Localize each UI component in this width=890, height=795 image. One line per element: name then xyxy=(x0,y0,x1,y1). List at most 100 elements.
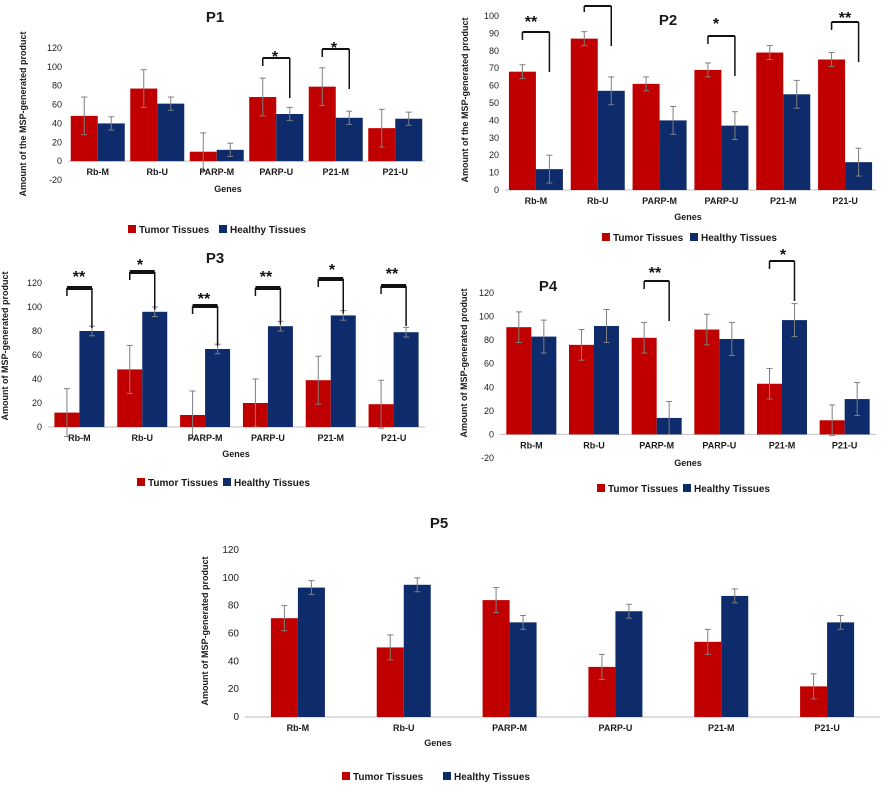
category-label: PARP-M xyxy=(199,167,234,177)
error-bar xyxy=(766,45,773,60)
legend: Tumor Tissues Healthy Tissues xyxy=(602,233,777,244)
bar-tumor-p21-u xyxy=(818,59,846,190)
bar-tumor-rb-m xyxy=(506,327,532,435)
y-tick-label: 0 xyxy=(37,422,42,432)
category-label: Rb-U xyxy=(587,196,609,206)
error-bar xyxy=(703,313,710,346)
significance-label: * xyxy=(137,257,144,274)
bar-tumor-rb-m xyxy=(508,71,536,190)
bar-healthy-rb-m xyxy=(297,587,325,717)
significance-label: * xyxy=(329,262,336,279)
significance-label: * xyxy=(713,16,720,33)
error-bar xyxy=(140,69,147,108)
error-bar xyxy=(540,319,547,354)
legend-label-tumor: Tumor Tissues xyxy=(139,225,210,236)
y-tick-label: 80 xyxy=(52,81,62,91)
significance-bracket xyxy=(191,304,219,346)
error-bar xyxy=(403,326,410,338)
category-label: P21-U xyxy=(381,433,407,443)
y-tick-label: 20 xyxy=(489,150,499,160)
error-bar xyxy=(793,79,800,109)
error-bar xyxy=(252,378,259,428)
significance-bracket xyxy=(380,284,407,326)
category-label: P21-U xyxy=(832,440,858,450)
chart-svg-p2: P2 0 10 20 30 40 50 60 70 80 90 100 Rb-M Rb-U PARP-M PA… xyxy=(460,5,876,244)
chart-title: P1 xyxy=(206,9,224,26)
y-tick-label: 100 xyxy=(222,573,239,584)
category-label: Rb-U xyxy=(147,167,169,177)
y-axis-title: Amount of MSP-generated product xyxy=(200,557,210,706)
error-bar xyxy=(515,311,522,343)
bar-healthy-rb-u xyxy=(597,90,625,190)
y-tick-label: 10 xyxy=(489,168,499,178)
error-bar xyxy=(855,147,862,177)
bar-healthy-p21-m xyxy=(335,117,363,162)
error-bar xyxy=(81,96,88,136)
y-tick-label: 40 xyxy=(484,382,494,392)
bar-healthy-parp-m xyxy=(205,349,231,427)
bar-healthy-parp-u xyxy=(276,114,304,162)
error-bar xyxy=(854,382,861,417)
category-label: PARP-U xyxy=(704,196,738,206)
bar-healthy-p21-u xyxy=(827,622,855,717)
y-tick-label: 0 xyxy=(233,712,239,723)
y-axis-title: Amount of the MSP-generated product xyxy=(18,32,28,197)
error-bar xyxy=(227,142,234,157)
y-tick-label: -20 xyxy=(49,175,62,185)
bar-healthy-p21-m xyxy=(330,315,356,427)
x-axis-title: Genes xyxy=(222,449,250,459)
legend: Tumor Tissues Healthy Tissues xyxy=(128,225,306,236)
significance-bracket xyxy=(66,286,93,328)
y-tick-label: 80 xyxy=(228,601,240,612)
error-bar xyxy=(791,303,798,338)
y-tick-label: 0 xyxy=(494,185,499,195)
bar-healthy-p21-u xyxy=(393,332,419,427)
y-tick-label: 20 xyxy=(484,406,494,416)
y-tick-label: 80 xyxy=(489,46,499,56)
category-label: Rb-M xyxy=(525,196,548,206)
category-label: P21-M xyxy=(322,167,349,177)
y-tick-label: 120 xyxy=(47,43,62,53)
error-bar xyxy=(670,105,677,135)
legend: Tumor Tissues Healthy Tissues xyxy=(137,478,310,489)
category-label: P21-U xyxy=(382,167,408,177)
y-tick-label: -20 xyxy=(481,453,494,463)
legend-swatch-tumor xyxy=(137,478,145,486)
chart-panel-p2: P2 0 10 20 30 40 50 60 70 80 90 100 Rb-M Rb-U PARP-M PA… xyxy=(445,0,890,250)
category-label: Rb-M xyxy=(68,433,91,443)
category-label: Rb-M xyxy=(87,167,110,177)
y-tick-label: 100 xyxy=(479,312,494,322)
bar-tumor-rb-u xyxy=(570,38,598,191)
error-bar xyxy=(519,64,526,80)
legend-swatch-tumor xyxy=(128,225,136,233)
error-bar xyxy=(378,379,385,429)
error-bar xyxy=(281,605,288,632)
legend-label-healthy: Healthy Tissues xyxy=(230,225,306,236)
bar-tumor-parp-m xyxy=(632,83,660,190)
y-tick-label: 40 xyxy=(32,374,42,384)
chart-title: P5 xyxy=(430,515,448,532)
significance-bracket xyxy=(830,21,860,62)
chart-svg-p4: P4 -20 0 20 40 60 80 100 120 Rb-M Rb-U PARP-M PARP-U… xyxy=(459,247,876,495)
y-tick-label: 120 xyxy=(27,278,42,288)
significance-label: ** xyxy=(525,14,538,31)
legend-swatch-tumor xyxy=(342,772,350,780)
error-bar xyxy=(603,309,610,343)
error-bar xyxy=(828,52,835,67)
legend-label-tumor: Tumor Tissues xyxy=(353,772,424,783)
y-tick-label: 0 xyxy=(57,156,62,166)
significance-bracket xyxy=(707,35,736,76)
y-tick-label: 90 xyxy=(489,28,499,38)
x-axis-title: Genes xyxy=(674,458,702,468)
error-bar xyxy=(581,31,588,47)
significance-label: * xyxy=(331,40,338,57)
chart-panel-p4: P4 -20 0 20 40 60 80 100 120 Rb-M Rb-U PARP-M PARP-U… xyxy=(445,247,890,510)
y-axis-title: Amount of MSP-generated product xyxy=(459,289,469,438)
y-tick-label: 20 xyxy=(228,684,240,695)
bar-tumor-parp-m xyxy=(482,600,510,717)
chart-svg-p5: P5 0 20 40 60 80 100 120 Rb-M Rb-U PARP-M PARP-U P21… xyxy=(200,515,880,783)
error-bar xyxy=(810,673,817,700)
error-bar xyxy=(308,580,315,596)
significance-bracket xyxy=(583,5,612,46)
x-axis-title: Genes xyxy=(424,738,452,748)
